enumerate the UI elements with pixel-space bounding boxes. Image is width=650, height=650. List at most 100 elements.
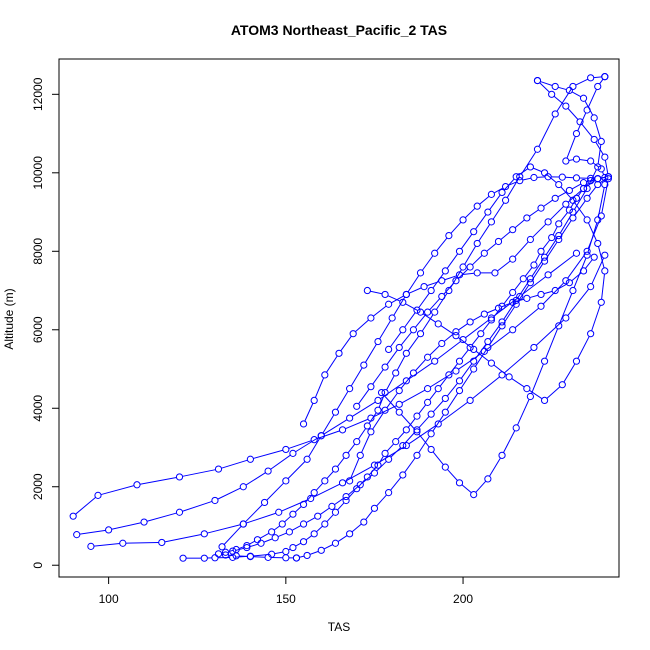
series-segment bbox=[432, 273, 444, 289]
data-point bbox=[303, 455, 311, 463]
data-point bbox=[416, 308, 425, 316]
data-point bbox=[200, 554, 208, 562]
data-point bbox=[569, 82, 577, 91]
data-point bbox=[597, 137, 605, 146]
series-segment bbox=[435, 292, 448, 310]
series-segment bbox=[443, 282, 455, 295]
data-point bbox=[594, 216, 602, 224]
data-point bbox=[211, 554, 219, 562]
data-point bbox=[268, 528, 276, 536]
series-segment bbox=[221, 459, 248, 469]
data-point bbox=[438, 339, 446, 348]
data-point bbox=[246, 552, 254, 561]
series-segment bbox=[567, 288, 590, 316]
data-point bbox=[239, 520, 247, 528]
series-segment bbox=[340, 335, 352, 352]
series-segment bbox=[364, 343, 377, 363]
series-segment bbox=[461, 484, 472, 493]
data-point bbox=[569, 286, 577, 295]
series-segment bbox=[557, 191, 567, 198]
data-point bbox=[282, 445, 290, 454]
series-segment bbox=[393, 296, 406, 316]
data-point bbox=[175, 508, 184, 516]
data-point bbox=[285, 528, 293, 536]
series-segment bbox=[570, 200, 576, 208]
data-point bbox=[140, 518, 148, 526]
series-segment bbox=[472, 376, 500, 399]
series-segment bbox=[573, 257, 587, 288]
data-point bbox=[73, 531, 81, 539]
series-segment bbox=[560, 186, 572, 199]
data-point bbox=[349, 330, 357, 338]
series-segment bbox=[111, 522, 142, 530]
data-point bbox=[264, 553, 272, 561]
data-point bbox=[523, 294, 531, 302]
data-point bbox=[594, 239, 602, 248]
series-segment bbox=[553, 95, 564, 105]
data-point bbox=[509, 255, 517, 263]
series-segment bbox=[405, 303, 419, 312]
data-point bbox=[310, 489, 318, 497]
data-point bbox=[509, 298, 517, 306]
data-point bbox=[133, 481, 141, 489]
data-point bbox=[221, 548, 230, 556]
data-point bbox=[374, 337, 382, 346]
series-segment bbox=[295, 542, 302, 547]
data-point bbox=[487, 359, 496, 367]
data-point bbox=[367, 414, 375, 422]
series-segment bbox=[581, 123, 593, 138]
data-point bbox=[587, 174, 595, 182]
series-segment bbox=[535, 319, 564, 346]
series-segment bbox=[164, 533, 202, 543]
data-series bbox=[73, 249, 581, 539]
data-point bbox=[480, 249, 488, 257]
data-point bbox=[377, 388, 386, 397]
y-tick-label: 0 bbox=[31, 562, 45, 569]
data-point bbox=[512, 173, 520, 181]
data-point bbox=[445, 371, 453, 379]
data-point bbox=[257, 539, 265, 547]
series-segment bbox=[604, 160, 609, 174]
data-point bbox=[424, 353, 432, 361]
data-series bbox=[218, 173, 595, 551]
series-segment bbox=[326, 514, 334, 523]
data-point bbox=[374, 461, 382, 469]
series-segment bbox=[465, 319, 490, 339]
data-point bbox=[370, 469, 379, 477]
series-segment bbox=[323, 544, 333, 550]
data-point bbox=[604, 173, 612, 181]
data-point bbox=[470, 228, 478, 236]
series-segment bbox=[529, 209, 539, 217]
data-point bbox=[594, 82, 602, 91]
series-segment bbox=[253, 556, 266, 558]
data-point bbox=[346, 530, 354, 538]
series-segment bbox=[319, 507, 330, 515]
series-segment bbox=[587, 89, 597, 108]
series-segment bbox=[538, 116, 555, 147]
series-segment bbox=[336, 391, 349, 410]
series-segment bbox=[474, 349, 487, 367]
data-point bbox=[338, 479, 347, 487]
data-point bbox=[413, 451, 421, 459]
series-segment bbox=[549, 206, 564, 221]
series-segment bbox=[546, 174, 557, 183]
series-segment bbox=[305, 535, 312, 541]
series-segment bbox=[407, 275, 420, 293]
data-point bbox=[572, 129, 581, 138]
series-segment bbox=[418, 416, 430, 428]
series-segment bbox=[418, 292, 430, 308]
data-series bbox=[299, 173, 612, 428]
data-point bbox=[452, 277, 460, 285]
data-point bbox=[590, 253, 598, 261]
data-point bbox=[455, 357, 464, 365]
data-point bbox=[579, 94, 588, 102]
data-point bbox=[509, 226, 517, 234]
series-segment bbox=[347, 443, 356, 454]
data-point bbox=[246, 455, 254, 463]
data-point bbox=[381, 290, 389, 299]
series-segment bbox=[386, 375, 395, 391]
series-segment bbox=[575, 78, 589, 86]
series-segment bbox=[414, 314, 427, 328]
series-segment bbox=[418, 404, 427, 414]
data-point bbox=[416, 330, 425, 338]
